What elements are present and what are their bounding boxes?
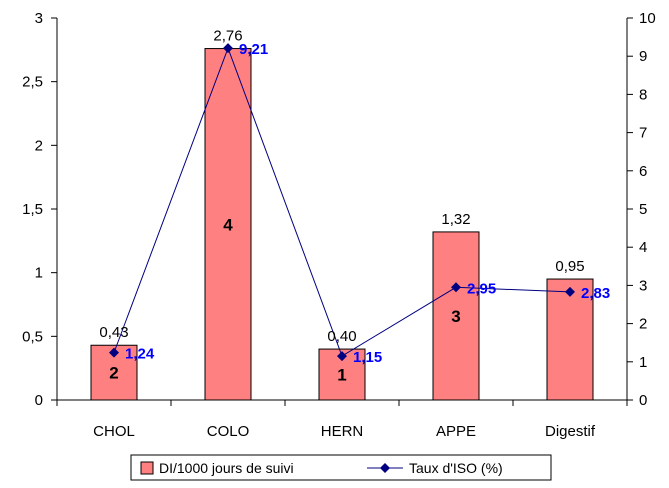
line-data-label: 1,24 <box>125 346 155 363</box>
right-tick-label: 0 <box>639 392 647 409</box>
x-tick-label: COLO <box>207 423 250 440</box>
bar <box>546 278 594 401</box>
left-tick-label: 0 <box>35 392 43 409</box>
legend-box <box>130 454 552 481</box>
left-tick-label: 2 <box>35 137 43 154</box>
x-tick-label: Digestif <box>545 423 596 440</box>
legend-label-bar: DI/1000 jours de suivi <box>159 460 294 476</box>
right-tick-label: 1 <box>639 354 647 371</box>
right-tick-label: 2 <box>639 316 647 333</box>
line-data-label: 2,83 <box>581 285 610 302</box>
right-tick-label: 10 <box>639 10 656 27</box>
line-point <box>223 43 233 54</box>
series-line <box>113 46 571 357</box>
axes-group: 0 0,5 1 1,5 2 2,5 3 0 1 2 3 4 5 6 7 8 9 10 CHOL COLO HERN APP… <box>22 10 656 440</box>
right-tick-label: 8 <box>639 86 647 103</box>
legend-swatch-marker <box>380 463 390 473</box>
labels-group: 0,43 2,76 0,40 1,32 0,95 2 4 1 3 1,24 9,21 1,15 2,95… <box>99 28 610 385</box>
rank-label: 4 <box>223 215 233 234</box>
left-tick-label: 1,5 <box>22 201 43 218</box>
rank-label: 2 <box>109 364 118 383</box>
line-point <box>565 286 575 297</box>
bar-data-label: 0,95 <box>555 258 584 275</box>
right-tick-label: 3 <box>639 277 647 294</box>
right-tick-label: 9 <box>639 48 647 65</box>
left-tick-label: 2,5 <box>22 74 43 91</box>
right-tick-label: 5 <box>639 201 647 218</box>
right-tick-label: 4 <box>639 239 647 256</box>
bar <box>432 231 480 401</box>
x-tick-label: APPE <box>436 423 476 440</box>
right-tick-label: 6 <box>639 163 647 180</box>
right-tick-label: 7 <box>639 125 647 142</box>
bars-group <box>90 48 594 401</box>
x-tick-label: CHOL <box>93 423 135 440</box>
line-data-label: 9,21 <box>239 41 268 58</box>
rank-label: 3 <box>451 307 460 326</box>
x-tick-label: HERN <box>321 423 364 440</box>
bar-data-label: 0,43 <box>99 324 128 341</box>
bar-data-label: 1,32 <box>441 211 470 228</box>
bar <box>204 48 252 401</box>
bar-data-label: 0,40 <box>327 328 356 345</box>
line-data-label: 2,95 <box>467 280 496 297</box>
line-point <box>337 351 347 362</box>
left-tick-label: 3 <box>35 10 43 27</box>
left-tick-label: 0,5 <box>22 328 43 345</box>
line-point <box>109 347 119 358</box>
bar-data-label: 2,76 <box>213 28 242 45</box>
legend-swatch-bar <box>140 461 154 475</box>
legend-label-line: Taux d'ISO (%) <box>409 460 503 476</box>
left-tick-label: 1 <box>35 265 43 282</box>
line-point <box>451 282 461 293</box>
line-data-label: 1,15 <box>353 349 382 366</box>
legend: DI/1000 jours de suivi Taux d'ISO (%) <box>130 454 552 481</box>
rank-label: 1 <box>337 366 346 385</box>
line-group <box>109 43 575 362</box>
